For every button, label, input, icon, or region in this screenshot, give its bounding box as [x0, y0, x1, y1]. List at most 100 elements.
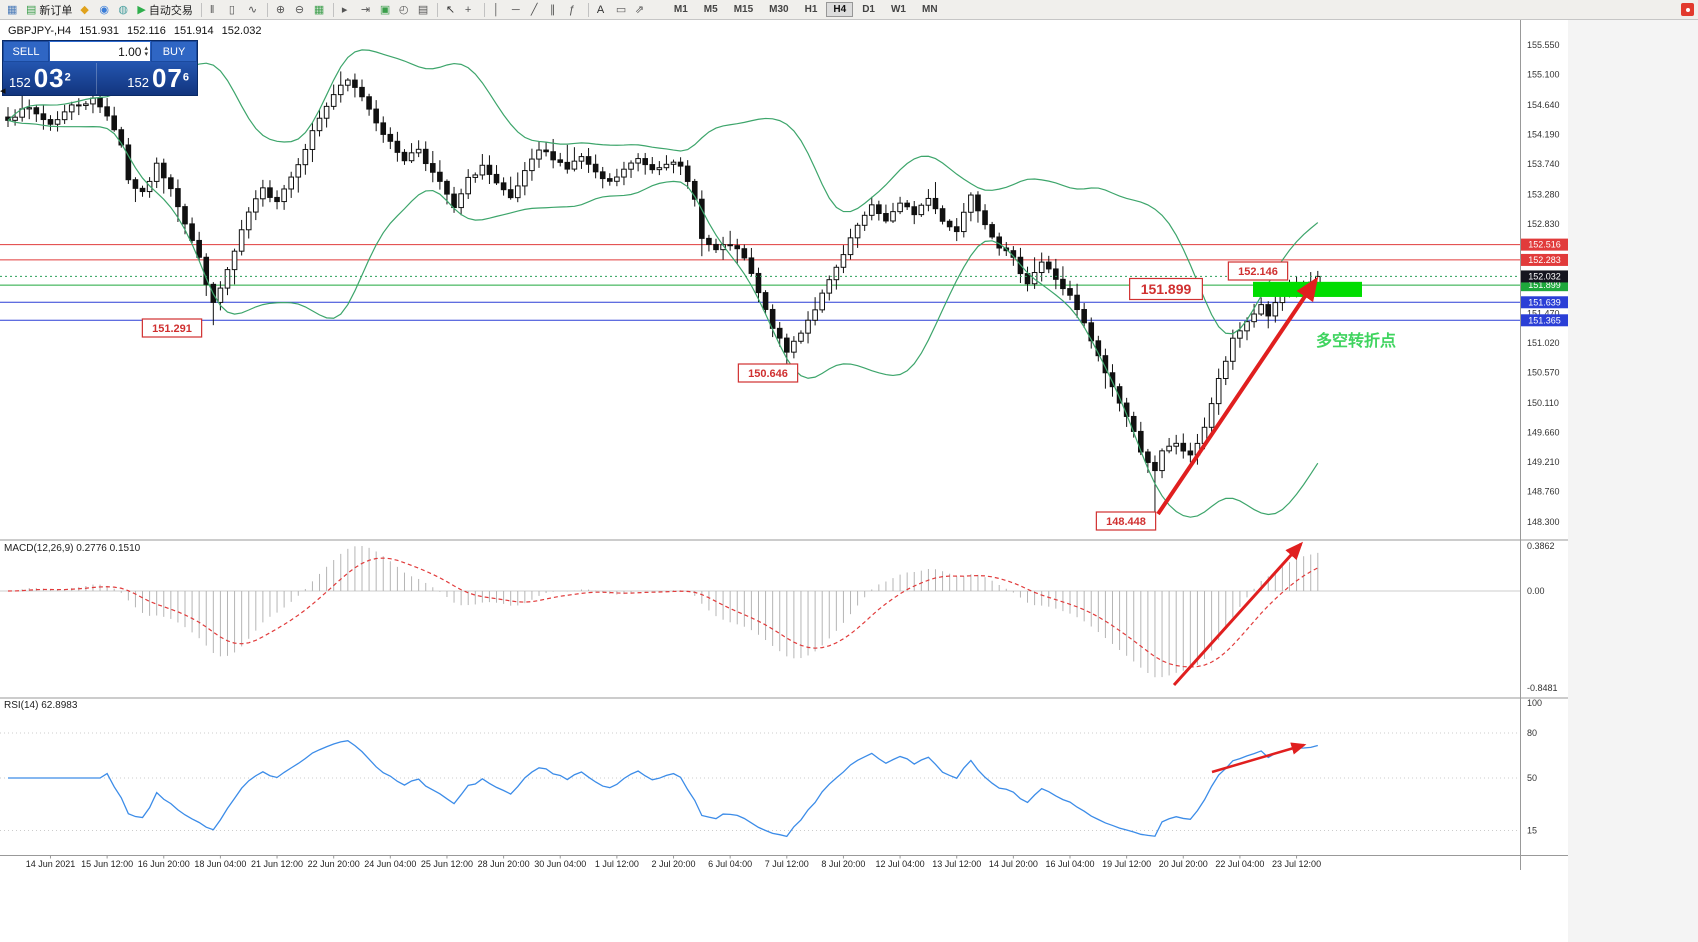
- text-icon: A: [596, 3, 605, 16]
- trend-arrow[interactable]: [1211, 742, 1307, 774]
- tile-windows-icon[interactable]: ▦: [311, 1, 328, 18]
- autotrading-button-label: 自动交易: [148, 4, 193, 17]
- community-icon: ◉: [99, 3, 110, 16]
- timeframe-W1[interactable]: W1: [884, 2, 913, 17]
- timeframe-D1[interactable]: D1: [855, 2, 882, 17]
- time-axis-label: 28 Jun 20:00: [478, 859, 530, 869]
- trend-arrow[interactable]: [1156, 276, 1319, 516]
- sell-price[interactable]: 152 032: [3, 63, 96, 94]
- price-annotation-box[interactable]: [737, 363, 799, 383]
- period-icon[interactable]: ◴: [396, 1, 413, 18]
- new-order-button: ▤: [26, 3, 37, 16]
- zoom-in-icon[interactable]: ⊕: [273, 1, 290, 18]
- line-chart-icon: ∿: [247, 3, 258, 16]
- trade-panel-prices: 152 032 152 076: [3, 62, 197, 95]
- toolbar-separator: [436, 2, 438, 17]
- panel-collapse-icon[interactable]: ◂: [0, 85, 6, 97]
- timeframe-H1[interactable]: H1: [798, 2, 825, 17]
- sell-price-frac: 2: [64, 71, 71, 84]
- buy-button[interactable]: BUY: [151, 41, 197, 62]
- community-icon[interactable]: ◉: [96, 1, 113, 18]
- auto-scroll-icon[interactable]: ▸: [339, 1, 356, 18]
- bollinger-upper-band[interactable]: [7, 49, 1319, 335]
- price-axis-tick: 149.210: [1527, 457, 1560, 467]
- horizontal-line-icon: ─: [511, 3, 520, 16]
- line-chart-icon[interactable]: ∿: [245, 1, 262, 18]
- autotrading-button[interactable]: ▶ 自动交易: [134, 1, 195, 18]
- chart-window-title: GBPJPY-,H4 151.931 152.116 151.914 152.0…: [8, 25, 261, 37]
- trendline-icon: ╱: [530, 3, 538, 16]
- chart-shift-icon[interactable]: ⇥: [358, 1, 375, 18]
- timeframe-M15[interactable]: M15: [727, 2, 760, 17]
- price-annotation-box[interactable]: [1095, 511, 1157, 531]
- time-axis-label: 23 Jul 12:00: [1272, 859, 1321, 869]
- crosshair-icon: +: [464, 3, 472, 16]
- price-axis-tick: 152.830: [1527, 219, 1560, 229]
- fibonacci-icon: ƒ: [568, 3, 575, 16]
- cursor-icon: ↖: [445, 3, 456, 16]
- text-label-icon[interactable]: ▭: [613, 1, 630, 18]
- right-margin: [1568, 20, 1698, 942]
- rsi-value: 62.8983: [41, 700, 78, 711]
- bollinger-lower-band[interactable]: [7, 119, 1319, 518]
- new-order-button[interactable]: ▤ 新订单: [23, 1, 75, 18]
- mql-market-icon[interactable]: ◆: [77, 1, 94, 18]
- price-annotation-box[interactable]: [1227, 261, 1289, 281]
- vertical-line-icon: │: [492, 3, 500, 16]
- buy-price-pips: 07: [151, 63, 183, 93]
- zoom-in-icon: ⊕: [275, 3, 286, 16]
- text-icon[interactable]: A: [594, 1, 611, 18]
- crosshair-icon[interactable]: +: [462, 1, 479, 18]
- fibonacci-icon[interactable]: ƒ: [566, 1, 583, 18]
- bar-chart-icon[interactable]: ‖: [207, 1, 224, 18]
- buy-price[interactable]: 152 076: [95, 63, 198, 94]
- new-chart-icon[interactable]: ▣: [377, 1, 394, 18]
- toolbar-separator: [587, 2, 589, 17]
- lot-down-icon[interactable]: ▾: [144, 50, 148, 58]
- sell-button[interactable]: SELL: [3, 41, 49, 62]
- horizontal-line-icon[interactable]: ─: [509, 1, 526, 18]
- autotrading-button: ▶: [137, 3, 146, 16]
- price-annotation-text: 151.291: [152, 323, 192, 335]
- cursor-icon[interactable]: ↖: [443, 1, 460, 18]
- zoom-out-icon[interactable]: ⊖: [292, 1, 309, 18]
- template-icon[interactable]: ▤: [415, 1, 432, 18]
- arrows-tool-icon[interactable]: ⇗: [632, 1, 649, 18]
- price-axis-tick: 153.740: [1527, 159, 1560, 169]
- trend-arrow[interactable]: [1172, 541, 1304, 687]
- price-tag-value: 151.365: [1528, 315, 1561, 325]
- toolbar-separator: [200, 2, 202, 17]
- terminal-icon[interactable]: ▦: [4, 1, 21, 18]
- notification-icon[interactable]: [1681, 3, 1694, 16]
- timeframe-MN[interactable]: MN: [915, 2, 945, 17]
- timeframe-M30[interactable]: M30: [762, 2, 795, 17]
- macd-axis-max: 0.3862: [1527, 541, 1555, 551]
- price-tag-value: 151.639: [1528, 297, 1561, 307]
- price-annotation-box[interactable]: [1129, 277, 1203, 301]
- time-axis-label: 22 Jul 04:00: [1215, 859, 1264, 869]
- lot-stepper[interactable]: ▴ ▾: [144, 44, 148, 58]
- lot-size-field[interactable]: 1.00 ▴ ▾: [50, 42, 150, 61]
- macd-label: MACD(12,26,9) 0.2776 0.1510: [4, 543, 140, 554]
- price-annotation-box[interactable]: [141, 318, 203, 338]
- text-label-icon: ▭: [615, 3, 627, 16]
- trendline-icon[interactable]: ╱: [528, 1, 545, 18]
- price-tag: [1521, 253, 1568, 266]
- timeframe-M5[interactable]: M5: [697, 2, 725, 17]
- chart-shift-icon: ⇥: [360, 3, 371, 16]
- vertical-line-icon[interactable]: │: [490, 1, 507, 18]
- equidistant-channel-icon[interactable]: ∥: [547, 1, 564, 18]
- toolbar-separator: [483, 2, 485, 17]
- price-axis-tick: 148.300: [1527, 517, 1560, 527]
- candlestick-chart-icon[interactable]: ▯: [226, 1, 243, 18]
- price-axis-tick: 154.640: [1527, 100, 1560, 110]
- lot-up-icon[interactable]: ▴: [144, 44, 148, 52]
- trend-annotation-text[interactable]: 多空转折点: [1316, 331, 1396, 350]
- news-icon[interactable]: ◍: [115, 1, 132, 18]
- macd-name: MACD(12,26,9): [4, 543, 74, 554]
- timeframe-H4[interactable]: H4: [826, 2, 854, 17]
- price-annotation-text: 151.899: [1141, 281, 1192, 297]
- timeframe-M1[interactable]: M1: [667, 2, 695, 17]
- price-axis-tick: 155.550: [1527, 40, 1560, 50]
